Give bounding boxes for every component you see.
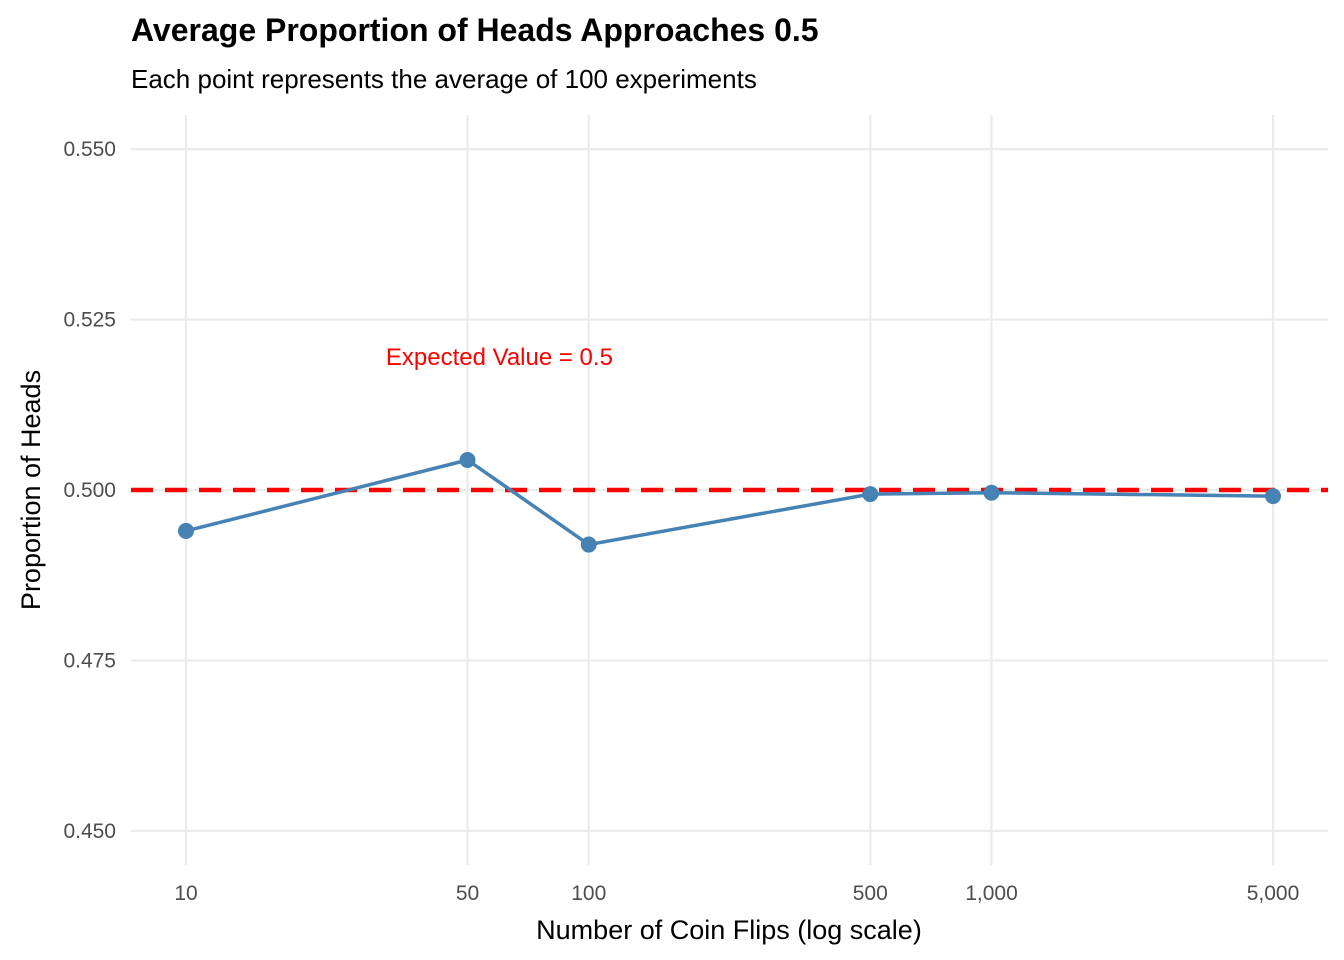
y-tick-label: 0.550	[63, 138, 116, 161]
data-point	[178, 522, 194, 539]
series-line	[185, 458, 1274, 547]
expected-value-annotation: Expected Value = 0.5	[386, 344, 613, 371]
x-tick-label: 500	[853, 882, 888, 905]
y-tick-label: 0.475	[63, 649, 116, 672]
x-axis-title: Number of Coin Flips (log scale)	[536, 915, 922, 945]
x-tick-label: 10	[174, 882, 197, 905]
data-point	[580, 536, 597, 553]
chart-subtitle: Each point represents the average of 100…	[131, 64, 757, 94]
chart-title: Average Proportion of Heads Approaches 0…	[131, 12, 819, 48]
tick-labels: 0.450 0.475 0.500 0.525 0.550 10 50 100 500 1,000…	[63, 138, 1299, 905]
y-tick-label: 0.450	[63, 820, 116, 843]
x-tick-label: 50	[456, 882, 479, 905]
x-tick-label: 100	[571, 882, 606, 905]
data-point	[983, 484, 1000, 501]
data-point	[1265, 488, 1281, 505]
y-tick-label: 0.525	[63, 309, 116, 332]
y-axis-title: Proportion of Heads	[16, 370, 46, 610]
data-point	[459, 452, 476, 468]
x-tick-label: 5,000	[1247, 882, 1300, 905]
data-point	[862, 486, 879, 503]
series-group	[178, 452, 1281, 553]
y-tick-label: 0.500	[63, 479, 116, 502]
x-tick-label: 1,000	[965, 882, 1018, 905]
